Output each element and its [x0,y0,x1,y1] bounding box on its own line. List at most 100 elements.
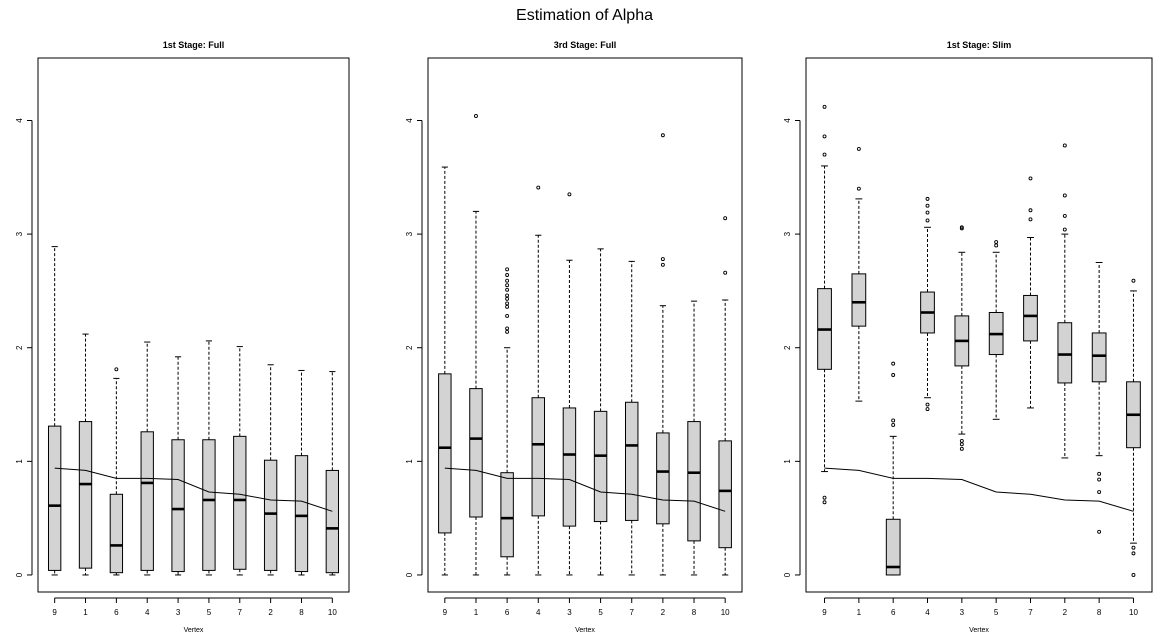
x-tick-label: 6 [891,608,896,617]
outlier-point [1097,490,1102,494]
box-iqr [1057,322,1073,384]
y-tick-label: 2 [783,345,792,350]
box-vertex-2 [1057,143,1073,459]
outlier-point [723,216,728,221]
outlier-point [925,407,930,412]
plot-frame [427,57,743,593]
box-vertex-6 [109,367,124,576]
outlier-point [1062,227,1067,232]
x-tick-label: 8 [299,608,304,617]
outlier-point [660,262,665,267]
box-iqr [1091,332,1107,383]
box-vertex-4 [920,196,935,412]
outlier-point [1062,143,1067,148]
plot-frame [37,57,350,593]
outlier-point [1097,529,1102,534]
outlier-point [1028,176,1033,181]
y-tick-label: 0 [405,572,414,577]
box-vertex-5 [202,340,216,576]
outlier-point [114,367,119,372]
outlier-point [891,423,896,427]
y-tick-label: 3 [405,231,414,236]
outlier-point [994,243,999,248]
outlier-point [1097,477,1102,482]
outlier-point [660,133,665,138]
x-tick-label: 8 [692,608,697,617]
box-iqr [562,407,577,527]
outlier-point [959,446,964,451]
x-tick-label: 1 [857,608,862,617]
x-tick-label: 10 [721,608,730,617]
box-vertex-7 [1023,176,1038,409]
box-vertex-1 [78,333,93,576]
box-iqr [171,439,185,573]
x-tick-label: 9 [443,608,448,617]
chart-panel-1: 1st Stage: Full 0 1 2 3 4 9 1 6 4 3 5 7 2 8 10 Vertex [15,40,350,634]
x-tick-label: 3 [960,608,965,617]
outlier-point [505,301,510,306]
box-iqr [469,388,483,518]
box-iqr [500,472,514,558]
x-tick-label: 7 [238,608,243,617]
outlier-point [660,257,665,262]
y-tick-label: 0 [783,572,792,577]
y-tick-label: 3 [783,231,792,236]
outlier-point [505,293,510,298]
x-tick-label: 4 [925,608,930,617]
box-vertex-6 [500,267,514,576]
outlier-point [891,361,896,366]
outlier-point [822,104,827,109]
box-vertex-8 [294,369,309,576]
x-tick-label: 10 [328,608,337,617]
box-iqr [233,435,247,570]
outlier-point [891,373,896,377]
y-tick-label: 1 [15,459,24,464]
box-iqr [687,421,701,542]
x-tick-label: 4 [536,608,541,617]
outlier-point [959,225,964,230]
x-tick-label: 4 [145,608,150,617]
x-tick-label: 6 [505,608,510,617]
box-vertex-10 [325,371,340,576]
box-vertex-2 [263,364,278,576]
box-vertex-9 [438,166,452,576]
x-tick-label: 9 [52,608,57,617]
box-vertex-5 [593,248,608,576]
outlier-point [925,196,930,201]
y-tick-label: 4 [15,118,24,123]
x-tick-label: 10 [1129,608,1138,617]
box-iqr [294,455,309,573]
box-vertex-3 [171,356,185,576]
box-vertex-8 [687,300,701,576]
outlier-point [822,152,827,157]
outlier-point [505,329,510,334]
x-tick-label: 2 [1063,608,1068,617]
chart-panel-3: 1st Stage: Slim 0 1 2 3 4 9 1 6 4 3 5 7 2 8 10 Vertex [783,40,1153,634]
outlier-point [505,267,510,272]
outlier-point [505,313,510,318]
x-tick-label: 7 [629,608,634,617]
box-iqr [109,493,124,574]
x-tick-label: 2 [268,608,273,617]
outlier-point [1028,217,1033,222]
x-tick-label: 5 [598,608,603,617]
x-tick-label: 6 [114,608,119,617]
x-tick-label: 8 [1097,608,1102,617]
outlier-point [1131,573,1136,577]
y-tick-label: 4 [783,118,792,123]
y-tick-label: 2 [15,345,24,350]
box-vertex-10 [718,216,732,576]
box-iqr [140,431,154,571]
box-vertex-7 [624,260,639,576]
box-iqr [718,440,732,549]
box-iqr [593,410,608,523]
box-vertex-5 [988,240,1004,420]
box-vertex-7 [233,346,247,576]
outlier-point [1131,278,1136,283]
x-axis-label: Vertex [575,627,595,634]
box-vertex-3 [954,225,970,451]
outlier-point [925,402,930,407]
panel-title: 1st Stage: Full [163,40,225,50]
